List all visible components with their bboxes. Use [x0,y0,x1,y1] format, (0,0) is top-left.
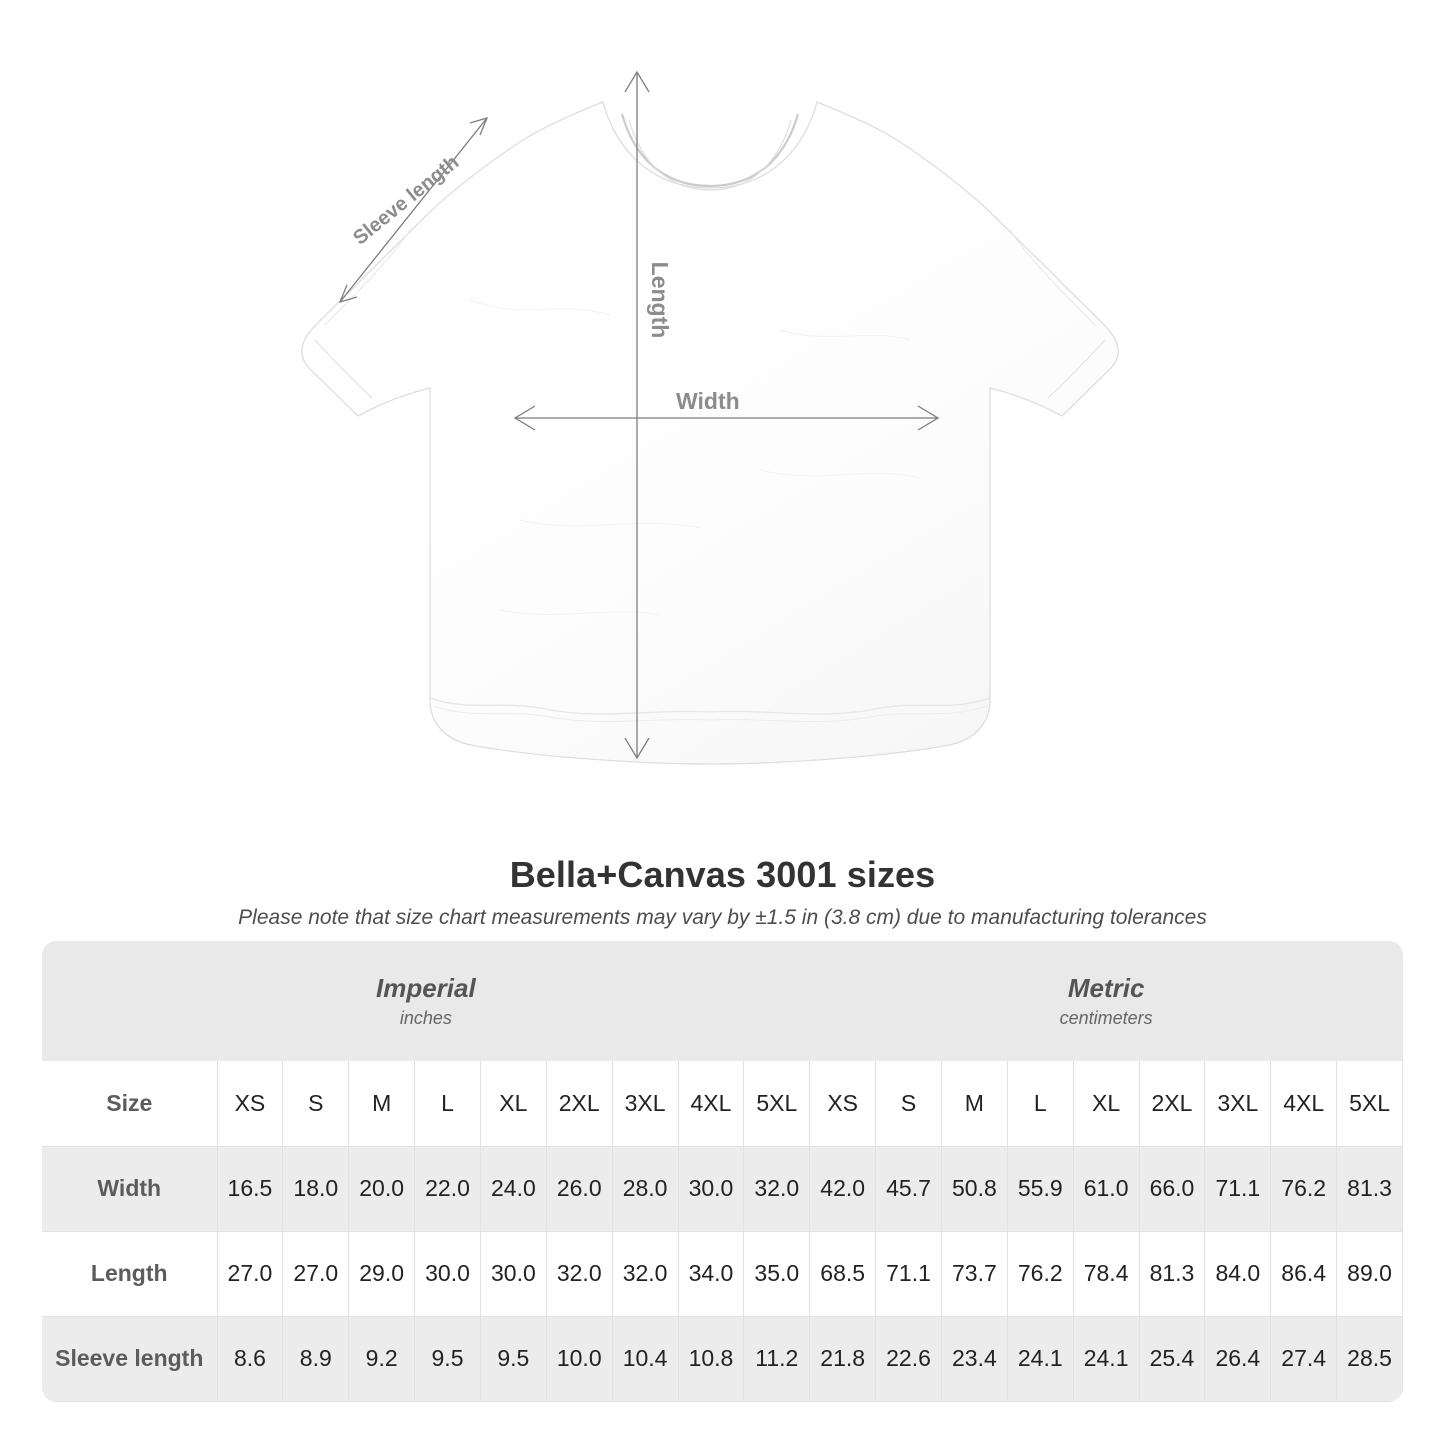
svg-text:Length: Length [647,262,673,339]
svg-text:Width: Width [676,388,740,414]
svg-text:Sleeve length: Sleeve length [349,151,463,249]
